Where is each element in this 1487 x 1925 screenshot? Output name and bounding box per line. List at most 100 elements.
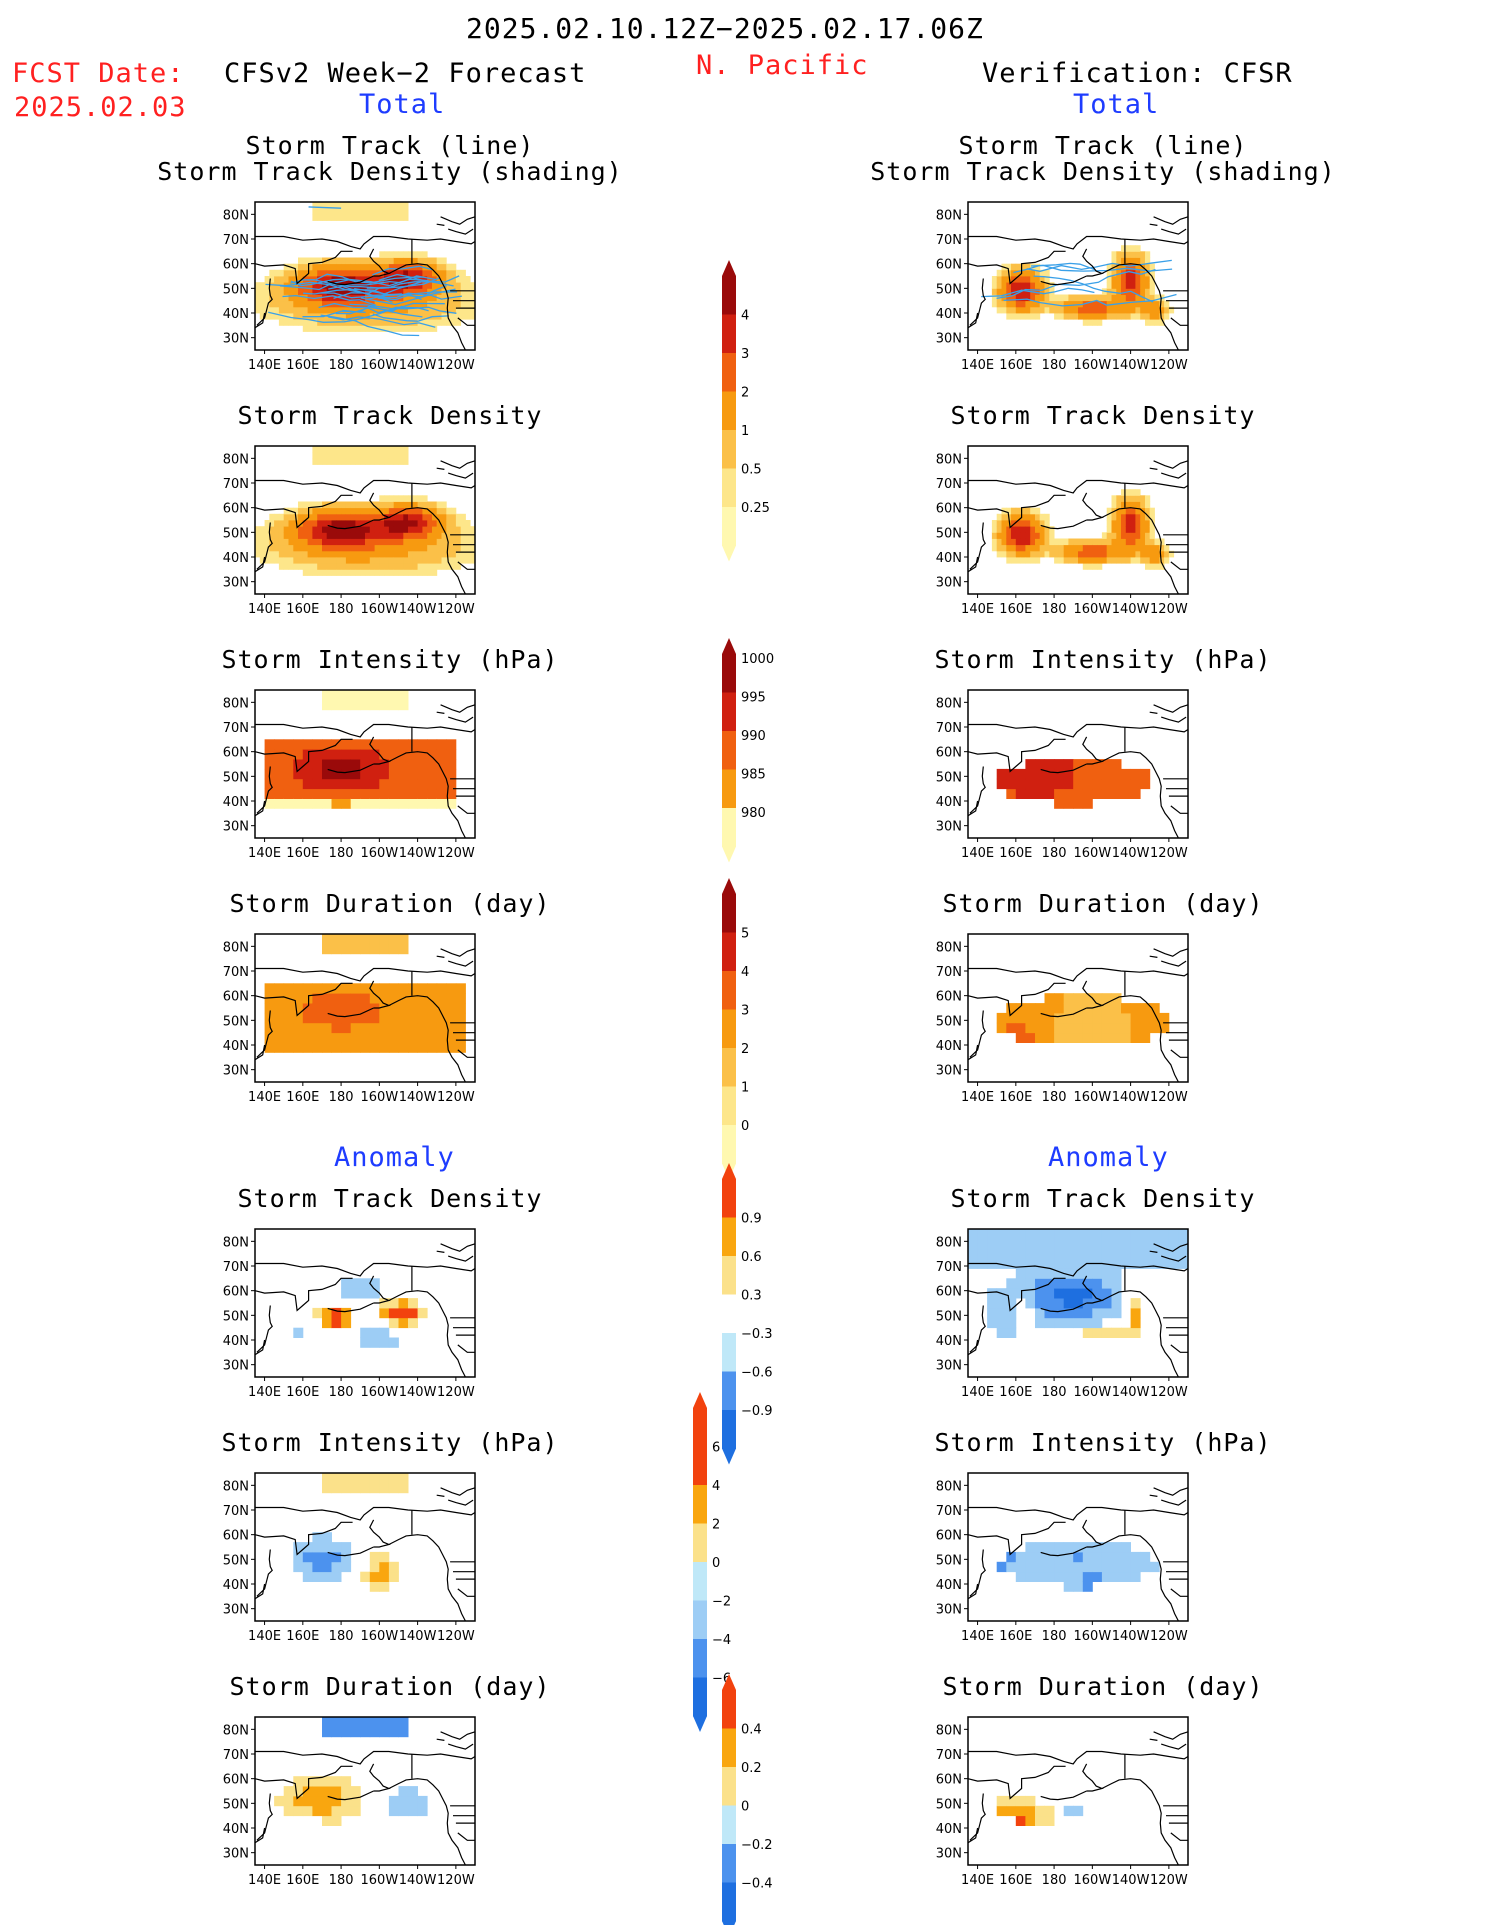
lon-tick-label: 140E: [248, 846, 281, 861]
lat-tick-label: 50N: [936, 526, 962, 541]
lat-tick-label: 60N: [936, 502, 962, 517]
lat-tick-label: 30N: [936, 1603, 962, 1618]
lon-tick-label: 180: [1042, 1873, 1067, 1888]
colorbar-swatch: [693, 1523, 707, 1563]
lat-tick-label: 30N: [223, 1847, 249, 1862]
map-duration-verification: 80N 70N 60N 50N 40N 30N 140E 160E 180 160W 140W 120…: [936, 933, 1189, 1105]
lat-tick-label: 70N: [223, 233, 249, 248]
map-density-verification: 80N 70N 60N 50N 40N 30N 140E 160E 180 160W 140W 120…: [936, 445, 1189, 617]
lon-tick-label: 160E: [286, 1873, 319, 1888]
lon-tick-label: 160E: [999, 358, 1032, 373]
lon-tick-label: 160E: [999, 602, 1032, 617]
lon-tick-label: 140W: [1112, 1629, 1150, 1644]
lon-tick-label: 140W: [1112, 1385, 1150, 1400]
lon-tick-label: 160E: [999, 1873, 1032, 1888]
colorbar-label: 4: [741, 965, 749, 980]
lat-tick-label: 70N: [223, 965, 249, 980]
colorbar-duration-anomaly: 0.4 0.2 0 −0.2 −0.4: [722, 1674, 773, 1925]
panel-title-track-line-verification: Storm Track (line): [958, 131, 1248, 160]
colorbar-swatch: [722, 1882, 736, 1922]
lat-tick-label: 60N: [223, 1773, 249, 1788]
lon-tick-label: 140W: [399, 1385, 437, 1400]
verification-title: Verification: CFSR: [982, 58, 1293, 89]
lat-tick-label: 60N: [936, 990, 962, 1005]
lat-tick-label: 30N: [936, 576, 962, 591]
colorbar-swatch: [722, 1728, 736, 1768]
map-duration-anomaly-verification: 80N 70N 60N 50N 40N 30N 140E 160E 180 160W 140W 120…: [936, 1716, 1189, 1888]
lat-tick-label: 40N: [936, 551, 962, 566]
lat-tick-label: 50N: [223, 526, 249, 541]
lon-tick-label: 120W: [1150, 358, 1188, 373]
colorbar-density-anomaly: 0.9 0.6 0.3 −0.3 −0.6 −0.9: [722, 1163, 773, 1465]
lon-tick-label: 180: [329, 1090, 354, 1105]
region-title: N. Pacific: [696, 50, 869, 81]
lat-tick-label: 80N: [223, 452, 249, 467]
coastlines: [254, 704, 476, 839]
map-density-forecast: 80N 70N 60N 50N 40N 30N 140E 160E 180 160W 140W 120…: [223, 445, 476, 617]
lat-tick-label: 80N: [936, 940, 962, 955]
lat-tick-label: 30N: [223, 576, 249, 591]
colorbar-label: 0.9: [741, 1212, 762, 1227]
colorbar-swatch: [693, 1677, 707, 1717]
fcst-date-label: FCST Date:: [12, 58, 185, 89]
storm-track-lines: [981, 259, 1177, 307]
colorbar-label: 2: [741, 1042, 749, 1057]
lat-tick-label: 30N: [223, 1603, 249, 1618]
colorbar-label: −2: [712, 1595, 731, 1610]
lat-tick-label: 60N: [223, 502, 249, 517]
lon-tick-label: 140E: [248, 358, 281, 373]
lon-tick-label: 140E: [961, 1090, 994, 1105]
lon-tick-label: 160W: [1074, 1629, 1112, 1644]
colorbar-swatch: [722, 1256, 736, 1295]
lon-tick-label: 140W: [399, 602, 437, 617]
lon-tick-label: 140E: [961, 1629, 994, 1644]
map-duration-forecast: 80N 70N 60N 50N 40N 30N 140E 160E 180 160W 140W 120…: [223, 933, 476, 1105]
lat-tick-label: 70N: [936, 233, 962, 248]
lon-tick-label: 180: [329, 1629, 354, 1644]
panel-title-density-anomaly-forecast: Storm Track Density: [237, 1184, 543, 1213]
colorbar-label: −4: [712, 1633, 731, 1648]
lon-tick-label: 160W: [1074, 602, 1112, 617]
lat-tick-label: 30N: [223, 1064, 249, 1079]
colorbar-swatch: [693, 1408, 707, 1447]
lat-tick-label: 80N: [223, 1479, 249, 1494]
colorbar-swatch: [722, 654, 736, 693]
lon-tick-label: 140E: [248, 1385, 281, 1400]
field-shading: [996, 1542, 1160, 1592]
lon-tick-label: 160E: [999, 846, 1032, 861]
lat-tick-label: 80N: [936, 1235, 962, 1250]
lat-tick-label: 60N: [223, 746, 249, 761]
colorbar-label: 3: [741, 347, 749, 362]
lon-tick-label: 160W: [1074, 358, 1112, 373]
colorbar-label: 3: [741, 1004, 749, 1019]
coastlines: [254, 216, 476, 351]
colorbar-swatch: [693, 1639, 707, 1678]
lat-tick-label: 30N: [936, 1359, 962, 1374]
colorbar-label: 0: [712, 1556, 720, 1571]
lat-tick-label: 80N: [936, 696, 962, 711]
colorbar-label: 1: [741, 1081, 749, 1096]
lon-tick-label: 140W: [399, 1090, 437, 1105]
lat-tick-label: 50N: [936, 770, 962, 785]
colorbar-label: 4: [741, 309, 749, 324]
panel-title-duration-verification: Storm Duration (day): [942, 889, 1264, 918]
lat-tick-label: 50N: [223, 1553, 249, 1568]
lon-tick-label: 140E: [961, 1385, 994, 1400]
lat-tick-label: 60N: [223, 1529, 249, 1544]
lat-tick-label: 70N: [223, 1504, 249, 1519]
field-shading: [996, 1795, 1084, 1826]
colorbar-swatch: [722, 1844, 736, 1883]
panel-title-track-density-shading-forecast: Storm Track Density (shading): [157, 157, 623, 186]
lon-tick-label: 160W: [1074, 1385, 1112, 1400]
lat-tick-label: 80N: [936, 1723, 962, 1738]
panel-title-intensity-anomaly-forecast: Storm Intensity (hPa): [221, 1428, 559, 1457]
colorbar-label: 1: [741, 424, 749, 439]
colorbar-swatch: [693, 1485, 707, 1524]
colorbar-swatch: [693, 1446, 707, 1486]
colorbar-swatch: [722, 430, 736, 469]
lat-tick-label: 40N: [223, 1039, 249, 1054]
lon-tick-label: 180: [329, 846, 354, 861]
lon-tick-label: 140E: [248, 1873, 281, 1888]
colorbar-swatch: [693, 1600, 707, 1640]
